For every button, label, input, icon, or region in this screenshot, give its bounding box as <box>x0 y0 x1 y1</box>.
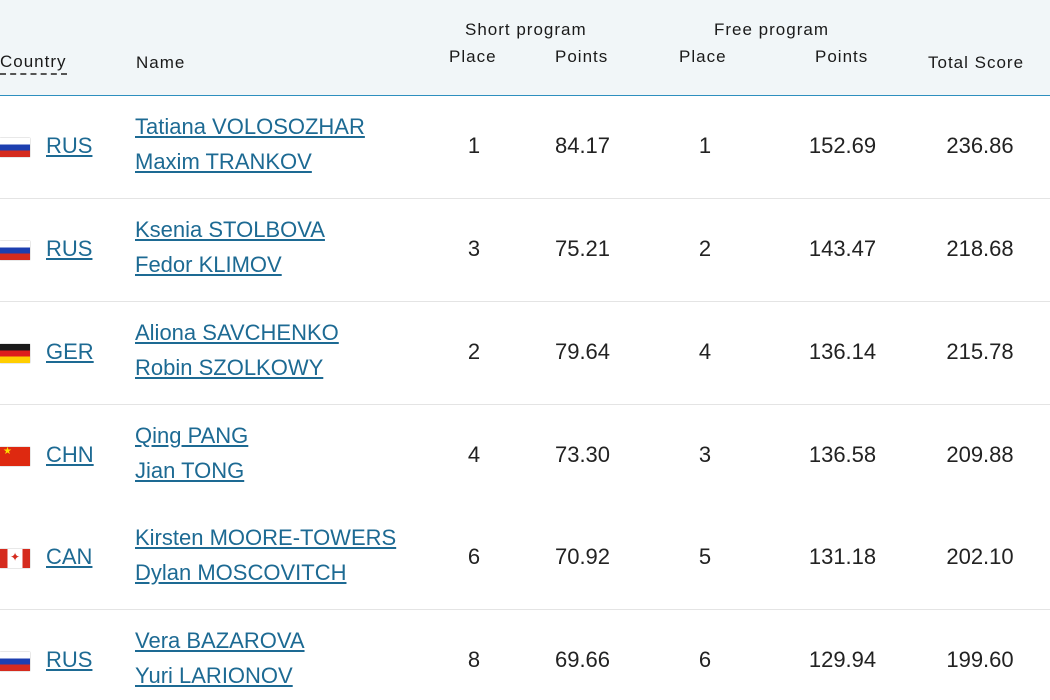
total-score-cell: 218.68 <box>946 236 1014 261</box>
sp-place-cell: 1 <box>467 133 481 158</box>
country-column-header[interactable]: Country <box>0 52 67 75</box>
skater-link[interactable]: Aliona SAVCHENKO <box>135 320 339 345</box>
table-header: Country Name Short program Free program … <box>0 0 1050 98</box>
skater-link[interactable]: Maxim TRANKOV <box>135 149 312 174</box>
table-row: CHN Qing PANG Jian TONG 4 73.30 3 136.58… <box>0 405 1050 509</box>
fp-place-cell: 3 <box>698 442 712 467</box>
name-column-header: Name <box>136 53 186 72</box>
fp-points-cell: 152.69 <box>808 133 877 158</box>
russia-flag-icon <box>0 138 30 157</box>
skater-link[interactable]: Fedor KLIMOV <box>135 252 282 277</box>
country-link[interactable]: GER <box>46 339 94 364</box>
table-row: CAN Kirsten MOORE-TOWERS Dylan MOSCOVITC… <box>0 507 1050 611</box>
sp-points-cell: 73.30 <box>554 442 611 467</box>
fp-place-cell: 4 <box>698 339 712 364</box>
fp-points-cell: 129.94 <box>808 647 877 672</box>
skater-link[interactable]: Ksenia STOLBOVA <box>135 217 325 242</box>
sp-place-cell: 4 <box>467 442 481 467</box>
skater-link[interactable]: Yuri LARIONOV <box>135 663 293 688</box>
country-link[interactable]: CAN <box>46 544 93 569</box>
sp-points-cell: 69.66 <box>554 647 611 672</box>
table-row: RUS Tatiana VOLOSOZHAR Maxim TRANKOV 1 8… <box>0 96 1050 200</box>
country-link[interactable]: CHN <box>46 442 94 467</box>
sp-place-cell: 2 <box>467 339 481 364</box>
table-row: GER Aliona SAVCHENKO Robin SZOLKOWY 2 79… <box>0 302 1050 406</box>
skater-link[interactable]: Kirsten MOORE-TOWERS <box>135 525 397 550</box>
total-score-cell: 202.10 <box>946 544 1014 569</box>
fp-points-column-header: Points <box>815 47 869 66</box>
fp-place-column-header: Place <box>679 47 727 66</box>
sp-points-cell: 70.92 <box>554 544 611 569</box>
fp-place-cell: 5 <box>698 544 712 569</box>
fp-points-cell: 131.18 <box>808 544 877 569</box>
sp-place-column-header: Place <box>449 47 497 66</box>
skater-link[interactable]: Tatiana VOLOSOZHAR <box>135 114 365 139</box>
sp-place-cell: 3 <box>467 236 481 261</box>
china-flag-icon <box>0 446 30 466</box>
fp-place-cell: 2 <box>698 236 712 261</box>
skater-link[interactable]: Vera BAZAROVA <box>135 628 305 653</box>
country-link[interactable]: RUS <box>46 133 93 158</box>
total-score-cell: 199.60 <box>946 647 1014 672</box>
sp-place-cell: 8 <box>467 647 481 672</box>
free-program-group-header: Free program <box>714 20 829 39</box>
fp-points-cell: 136.58 <box>808 442 877 467</box>
total-score-cell: 236.86 <box>946 133 1014 158</box>
sp-points-cell: 75.21 <box>554 236 611 261</box>
sp-points-cell: 79.64 <box>554 339 611 364</box>
skater-link[interactable]: Robin SZOLKOWY <box>135 355 324 380</box>
sp-place-cell: 6 <box>467 544 481 569</box>
table-row: RUS Ksenia STOLBOVA Fedor KLIMOV 3 75.21… <box>0 199 1050 303</box>
fp-points-cell: 143.47 <box>808 236 877 261</box>
country-link[interactable]: RUS <box>46 236 93 261</box>
total-score-cell: 209.88 <box>946 442 1014 467</box>
sp-points-cell: 84.17 <box>554 133 611 158</box>
total-score-cell: 215.78 <box>946 339 1014 364</box>
germany-flag-icon <box>0 344 30 363</box>
country-link[interactable]: RUS <box>46 647 93 672</box>
skater-link[interactable]: Dylan MOSCOVITCH <box>135 560 347 585</box>
sp-points-column-header: Points <box>555 47 609 66</box>
russia-flag-icon <box>0 241 30 260</box>
fp-place-cell: 6 <box>698 647 712 672</box>
total-score-column-header: Total Score <box>928 53 1025 72</box>
fp-points-cell: 136.14 <box>808 339 877 364</box>
short-program-group-header: Short program <box>465 20 587 39</box>
skater-link[interactable]: Qing PANG <box>135 423 249 448</box>
table-row: RUS Vera BAZAROVA Yuri LARIONOV 8 69.66 … <box>0 610 1050 700</box>
fp-place-cell: 1 <box>698 133 712 158</box>
skater-link[interactable]: Jian TONG <box>135 458 245 483</box>
russia-flag-icon <box>0 652 30 671</box>
canada-flag-icon <box>0 549 30 568</box>
